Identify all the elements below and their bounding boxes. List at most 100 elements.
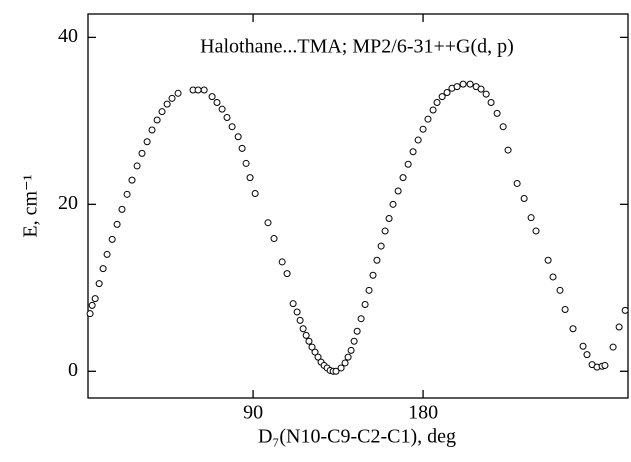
point — [419, 125, 427, 133]
point — [128, 176, 136, 184]
point — [532, 227, 540, 235]
point — [504, 146, 512, 154]
point — [246, 174, 254, 182]
x-tick-label: 180 — [408, 402, 438, 424]
point — [453, 83, 461, 91]
point — [296, 316, 304, 324]
point — [438, 93, 446, 101]
point — [347, 346, 355, 354]
point — [615, 323, 623, 331]
annotation: Halothane...TMA; MP2/6-31++G(d, p) — [200, 36, 514, 58]
point — [99, 265, 107, 273]
point — [409, 148, 417, 156]
point — [174, 89, 182, 97]
point — [569, 325, 577, 333]
point — [520, 194, 528, 202]
point — [103, 250, 111, 258]
point — [459, 80, 467, 88]
y-tick-label: 20 — [58, 192, 78, 214]
point — [148, 126, 156, 134]
point — [337, 364, 345, 372]
point — [168, 94, 176, 102]
point — [208, 93, 216, 101]
point — [609, 343, 617, 351]
point — [344, 353, 352, 361]
point — [549, 273, 557, 281]
point — [527, 214, 535, 222]
point — [200, 86, 208, 94]
point — [138, 149, 146, 157]
point — [143, 138, 151, 146]
point — [123, 190, 131, 198]
point — [466, 80, 474, 88]
point — [341, 359, 349, 367]
point — [373, 256, 381, 264]
point — [357, 315, 365, 323]
point — [278, 258, 286, 266]
point — [88, 301, 96, 309]
point — [477, 85, 485, 93]
point — [513, 179, 521, 187]
point — [621, 306, 629, 314]
point — [299, 325, 307, 333]
y-tick-label: 40 — [58, 25, 78, 47]
point — [302, 331, 310, 339]
point — [365, 286, 373, 294]
point — [385, 215, 393, 223]
point — [350, 337, 358, 345]
point — [213, 98, 221, 106]
plot-frame — [87, 13, 629, 399]
point — [86, 310, 94, 318]
point — [238, 144, 246, 152]
point — [561, 306, 569, 314]
point — [487, 98, 495, 106]
point — [332, 367, 340, 375]
point — [433, 98, 441, 106]
point — [579, 342, 587, 350]
point — [429, 106, 437, 114]
point — [158, 108, 166, 116]
point — [95, 280, 103, 288]
point — [133, 162, 141, 170]
point — [194, 86, 202, 94]
point — [242, 159, 250, 167]
point — [499, 123, 507, 131]
point — [163, 100, 171, 108]
point — [283, 270, 291, 278]
point — [414, 136, 422, 144]
x-axis-label: D₇(N10-C9-C2-C1), deg — [258, 426, 456, 448]
point — [424, 115, 432, 123]
point — [234, 133, 242, 141]
point — [353, 327, 361, 335]
point — [399, 174, 407, 182]
point — [583, 351, 591, 359]
point — [228, 123, 236, 131]
point — [108, 235, 116, 243]
point — [482, 90, 490, 98]
y-axis-label: E, cm⁻¹ — [20, 174, 42, 237]
point — [404, 160, 412, 168]
point — [381, 227, 389, 235]
point — [493, 109, 501, 117]
point — [223, 114, 231, 122]
point — [308, 343, 316, 351]
point — [361, 301, 369, 309]
point — [251, 189, 259, 197]
point — [443, 88, 451, 96]
point — [369, 271, 377, 279]
point — [218, 105, 226, 113]
point — [264, 219, 272, 227]
point — [153, 116, 161, 124]
point — [601, 361, 609, 369]
annotation-box — [145, 30, 570, 64]
x-tick-label: 90 — [243, 402, 263, 424]
point — [544, 256, 552, 264]
point — [305, 337, 313, 345]
point — [293, 308, 301, 316]
point — [314, 353, 322, 361]
point — [289, 300, 297, 308]
point — [113, 220, 121, 228]
point — [270, 235, 278, 243]
point — [377, 242, 385, 250]
